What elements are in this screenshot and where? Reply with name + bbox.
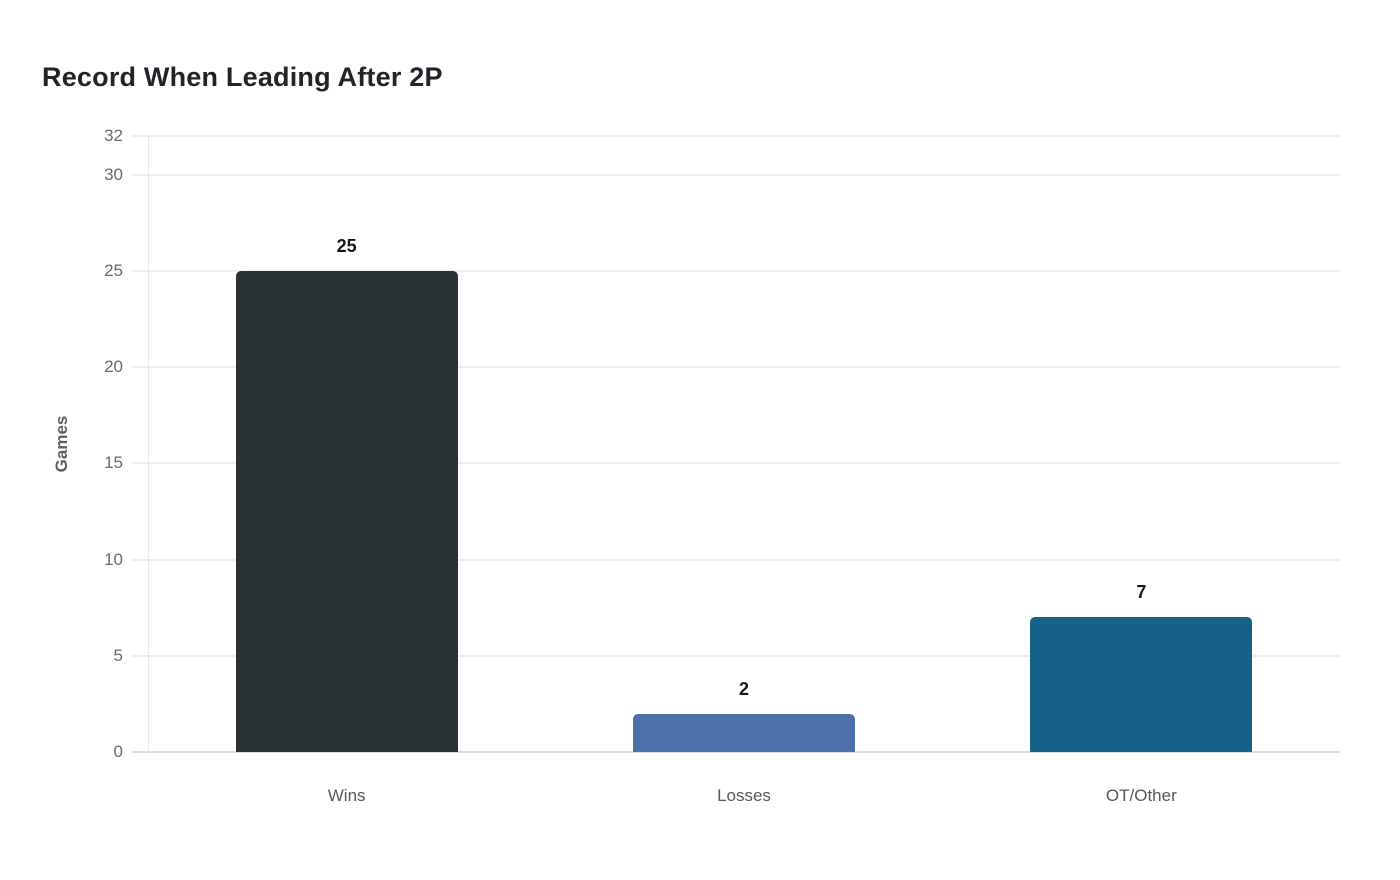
bar-wins [235, 270, 458, 752]
bar-value-label: 25 [336, 235, 357, 256]
x-tick-label: OT/Other [1105, 786, 1177, 805]
y-tick-label: 25 [104, 260, 123, 280]
bar-value-label: 2 [738, 678, 749, 699]
plot-area: 0 5 10 15 20 25 30 32 25 Wins 2 Losses 7 OT/Other [104, 126, 1340, 805]
y-gridline [132, 269, 1340, 272]
y-tick-label: 32 [104, 126, 123, 145]
y-tick-label: 30 [104, 164, 123, 184]
y-gridline [132, 654, 1340, 657]
y-tick-label: 5 [113, 645, 123, 665]
y-gridline [132, 558, 1340, 561]
bar-losses [633, 713, 855, 752]
chart-title: Record When Leading After 2P [42, 62, 443, 92]
y-tick-label: 0 [113, 742, 123, 761]
y-axis-line [148, 136, 149, 752]
y-gridline [132, 135, 1340, 137]
y-tick-label: 15 [104, 453, 123, 473]
y-tick-label: 20 [104, 357, 123, 376]
bar-value-label: 7 [1136, 582, 1147, 603]
y-gridline [132, 462, 1340, 465]
x-tick-label: Wins [327, 786, 366, 805]
y-gridline [132, 173, 1340, 176]
x-tick-label: Losses [717, 786, 771, 805]
y-gridline [132, 366, 1340, 368]
bar-ot-other [1030, 617, 1253, 752]
y-tick-label: 10 [104, 549, 123, 569]
x-axis-baseline [132, 751, 1340, 753]
